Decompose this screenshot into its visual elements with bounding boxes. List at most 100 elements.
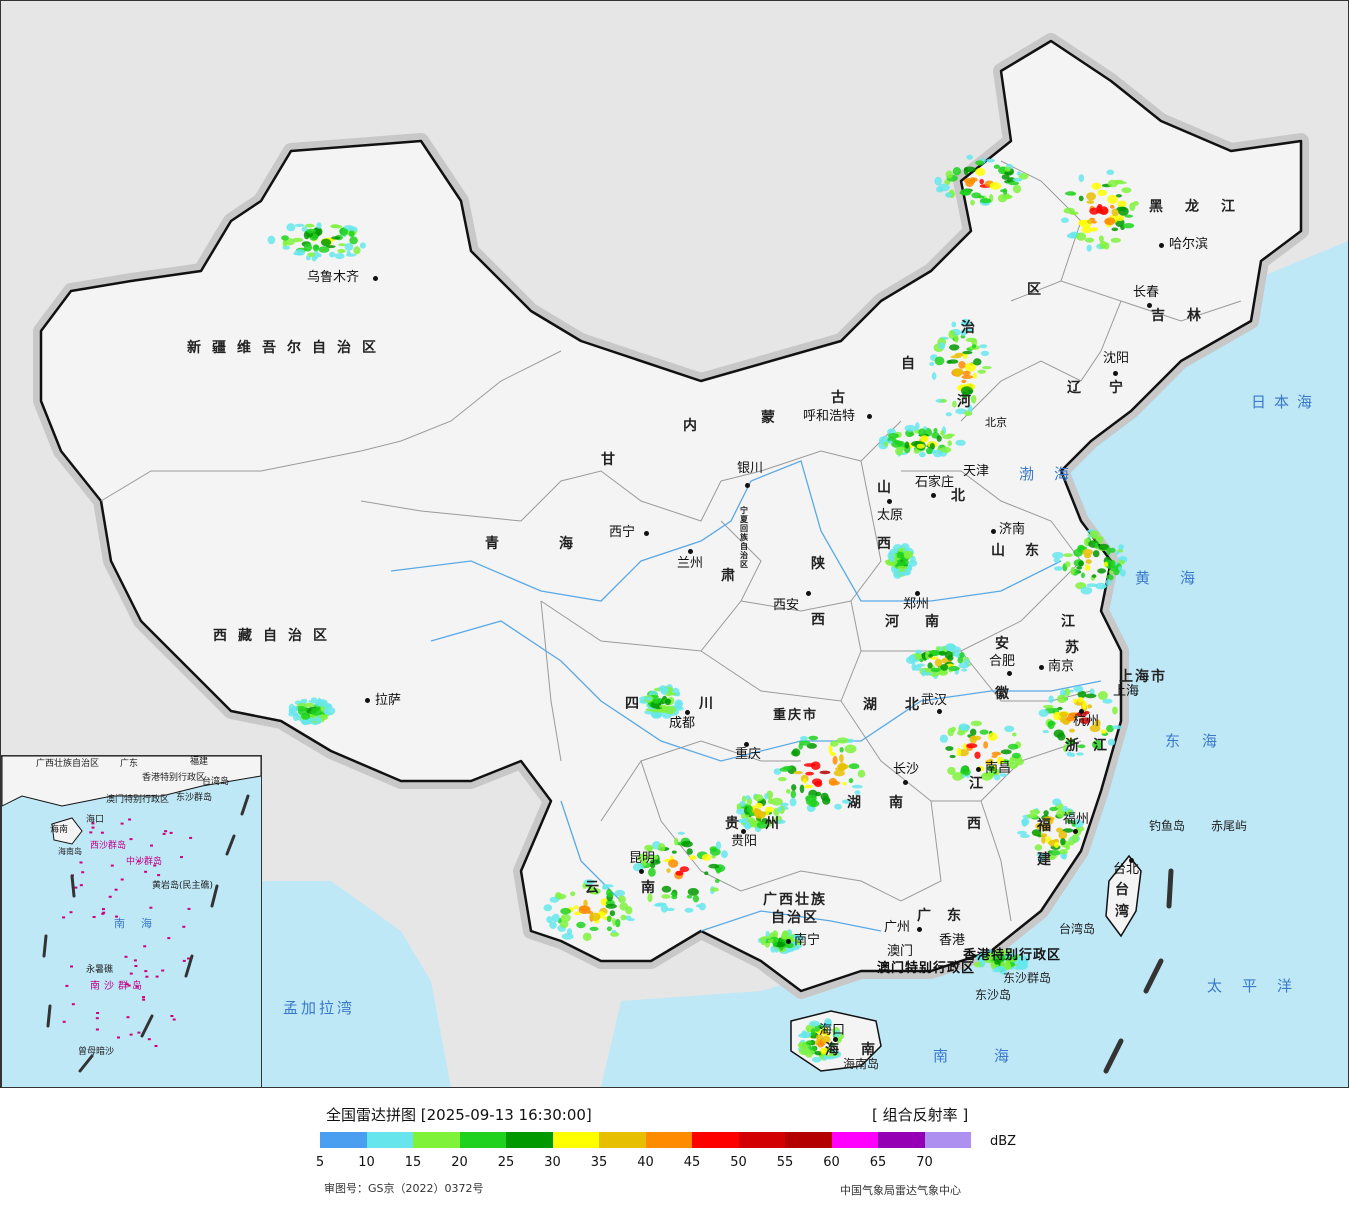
city-urumqi: 乌鲁木齐 (307, 270, 360, 285)
radar-echo (573, 911, 582, 916)
label-neimenggu-4: 自 (901, 356, 926, 372)
radar-echo (798, 743, 803, 750)
radar-echo (979, 178, 984, 185)
radar-echo (970, 395, 977, 404)
radar-echo (1011, 732, 1017, 737)
city-dot (644, 531, 649, 536)
radar-echo (964, 658, 970, 666)
radar-echo (301, 712, 311, 720)
radar-echo (686, 848, 693, 855)
city-changsha: 长沙 (893, 762, 920, 777)
city-dot (1039, 665, 1044, 670)
radar-echo (908, 654, 916, 661)
city-dot (744, 742, 749, 747)
radar-echo (938, 342, 946, 350)
radar-echo (1081, 226, 1093, 234)
radar-echo (609, 910, 616, 917)
label-guizhou-1: 贵 (725, 816, 750, 832)
radar-echo (710, 887, 719, 892)
radar-echo (774, 947, 779, 953)
city-yinchuan: 银川 (737, 461, 764, 476)
legend-tick: 40 (637, 1155, 654, 1170)
inset-label-guangdong: 广东 (120, 759, 139, 769)
radar-echo (1077, 697, 1084, 703)
radar-echo (832, 755, 838, 765)
radar-echo (978, 954, 983, 960)
radar-echo (560, 907, 571, 915)
radar-echo (1069, 689, 1074, 693)
radar-echo (960, 329, 967, 336)
inset-canvas (2, 756, 261, 1073)
radar-echo (648, 854, 659, 861)
reef-mark (74, 886, 78, 889)
reef-mark (145, 975, 149, 978)
label-heilongjiang: 黑龙江 (1149, 199, 1257, 215)
radar-echo (1117, 549, 1124, 553)
label-henan-1: 河 (885, 614, 910, 630)
radar-echo (755, 802, 763, 809)
radar-echo (958, 361, 966, 369)
radar-echo (668, 859, 679, 868)
city-dot (786, 939, 791, 944)
radar-echo (714, 878, 720, 884)
radar-echo (915, 422, 920, 431)
radar-echo (948, 330, 956, 339)
reef-mark (137, 1031, 141, 1034)
radar-echo (896, 565, 909, 570)
legend-title: 全国雷达拼图 [2025-09-13 16:30:00] (326, 1106, 592, 1124)
inset-label-taiwan: 台湾岛 (202, 777, 230, 787)
reef-mark (102, 911, 106, 914)
radar-echo (1076, 752, 1084, 756)
radar-echo (292, 237, 304, 243)
city-shijiazhuang: 石家庄 (915, 475, 955, 490)
radar-echo (1026, 813, 1038, 819)
radar-echo (967, 404, 973, 412)
radar-echo (1042, 729, 1050, 734)
radar-echo (894, 440, 900, 446)
radar-echo (992, 768, 1000, 776)
radar-echo (1011, 752, 1021, 759)
radar-echo (1065, 561, 1071, 568)
radar-echo (1086, 192, 1096, 201)
radar-echo (811, 1056, 822, 1063)
reef-mark (110, 864, 114, 867)
radar-echo (1117, 560, 1126, 565)
radar-echo (1008, 181, 1020, 186)
radar-echo (902, 558, 909, 566)
legend-tick: 50 (730, 1155, 747, 1170)
radar-echo (1080, 586, 1093, 595)
radar-echo (789, 797, 797, 807)
radar-echo (828, 1042, 837, 1046)
radar-echo (791, 784, 797, 791)
radar-echo (549, 921, 557, 929)
radar-echo (658, 843, 666, 852)
color-swatch (366, 1132, 413, 1148)
radar-echo (1086, 219, 1093, 224)
label-jiangxi-1: 江 (969, 776, 994, 792)
radar-echo (1064, 191, 1077, 196)
radar-echo (1016, 830, 1027, 835)
radar-echo (671, 895, 678, 900)
radar-echo (776, 819, 786, 824)
radar-echo (952, 167, 962, 176)
map-canvas (33, 33, 1348, 1087)
radar-echo (1000, 194, 1013, 200)
radar-echo (848, 763, 860, 770)
label-chongqing: 重庆市 (773, 708, 819, 723)
radar-echo (904, 441, 910, 449)
radar-echo (980, 350, 990, 356)
reef-mark (135, 985, 139, 988)
radar-echo (612, 918, 617, 926)
radar-echo (1014, 965, 1021, 971)
label-jilin: 吉林 (1151, 308, 1223, 324)
radar-echo (1058, 830, 1068, 840)
city-dot (1159, 243, 1164, 248)
radar-echo (1105, 217, 1116, 226)
sea-mengjiala: 孟加拉湾 (283, 999, 356, 1017)
radar-echo (320, 713, 325, 723)
label-hunan-1: 湖 (847, 795, 872, 811)
radar-echo (777, 777, 787, 782)
radar-echo (950, 355, 962, 359)
radar-echo (301, 719, 312, 725)
radar-echo (814, 1051, 823, 1056)
